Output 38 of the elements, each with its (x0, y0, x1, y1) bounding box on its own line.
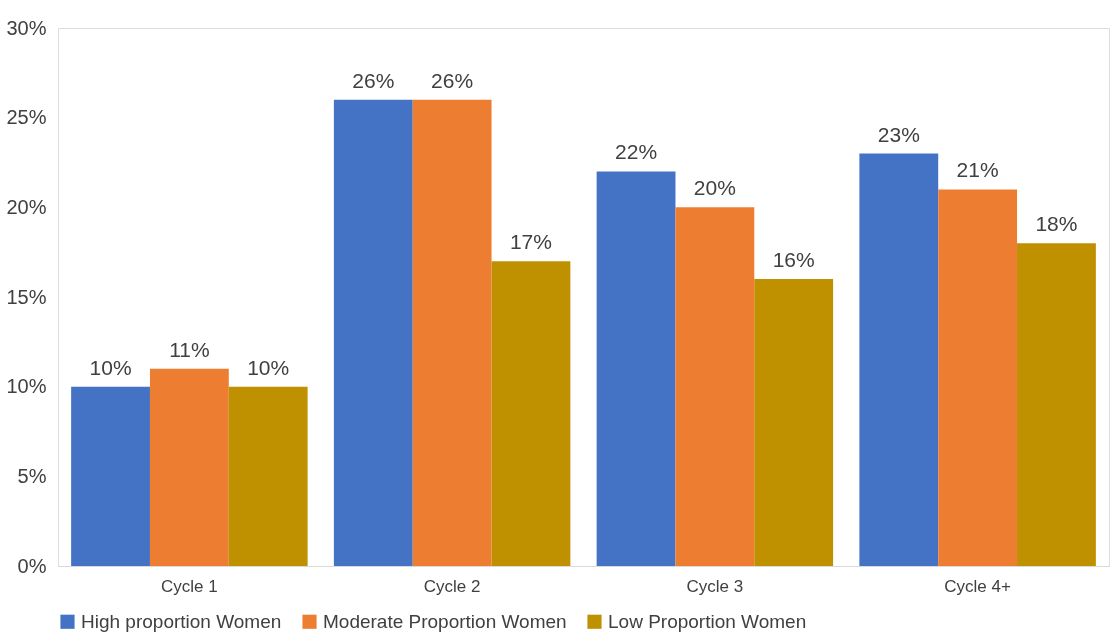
legend-label: Moderate Proportion Women (323, 610, 567, 632)
x-tick-label: Cycle 3 (686, 576, 744, 596)
data-label: 23% (877, 122, 920, 146)
data-label: 20% (693, 176, 736, 200)
bar (71, 386, 150, 566)
x-tick-label: Cycle 4+ (944, 576, 1011, 596)
y-tick-label: 10% (6, 375, 47, 398)
x-tick-label: Cycle 1 (161, 576, 218, 596)
bar (412, 99, 492, 566)
y-tick-label: 0% (17, 554, 47, 577)
x-tick-label: Cycle 2 (423, 576, 481, 596)
bar (491, 261, 571, 566)
data-label: 10% (89, 355, 132, 379)
bar (675, 207, 755, 566)
data-label: 26% (431, 68, 474, 92)
bar (149, 368, 229, 566)
data-label: 10% (247, 355, 290, 379)
bar (754, 279, 834, 566)
bar (938, 189, 1018, 566)
bar (859, 153, 939, 566)
y-tick-label: 15% (6, 285, 47, 308)
data-label: 22% (615, 140, 658, 164)
legend-label: Low Proportion Women (608, 610, 807, 632)
data-label: 17% (509, 230, 552, 254)
data-label: 18% (1035, 212, 1078, 236)
data-label: 16% (772, 248, 815, 272)
bar (228, 386, 308, 566)
y-tick-label: 5% (17, 464, 47, 487)
y-tick-label: 25% (6, 106, 47, 129)
data-label: 21% (956, 158, 999, 182)
y-tick-label: 20% (6, 195, 47, 218)
y-tick-label: 30% (6, 16, 47, 39)
legend-label: High proportion Women (81, 610, 282, 632)
bar (596, 171, 676, 566)
bar (333, 99, 413, 566)
bar (1017, 243, 1096, 566)
data-label: 26% (352, 68, 395, 92)
data-label: 11% (169, 337, 210, 361)
